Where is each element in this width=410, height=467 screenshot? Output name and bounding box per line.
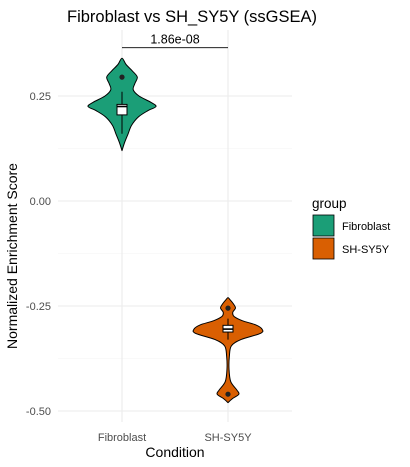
y-axis-title: Normalized Enrichment Score <box>4 163 20 349</box>
y-tick-label: -0.50 <box>26 406 51 418</box>
y-tick-label: -0.25 <box>26 301 51 313</box>
legend-label: Fibroblast <box>342 221 390 233</box>
y-axis-ticks: 0.25 0.00 -0.25 -0.50 <box>26 91 51 418</box>
outlier-point <box>119 74 125 80</box>
legend: group Fibroblast SH-SY5Y <box>312 196 390 260</box>
box-iqr <box>116 103 128 116</box>
legend-label: SH-SY5Y <box>342 244 390 256</box>
legend-swatch <box>312 237 335 260</box>
violins <box>87 57 264 404</box>
chart-title: Fibroblast vs SH_SY5Y (ssGSEA) <box>67 8 317 26</box>
x-axis-title: Condition <box>145 444 204 460</box>
x-tick-label: SH-SY5Y <box>204 432 252 444</box>
y-tick-label: 0.25 <box>30 91 51 103</box>
x-axis-ticks: Fibroblast SH-SY5Y <box>98 432 252 444</box>
violin-fibroblast <box>87 57 157 152</box>
y-tick-label: 0.00 <box>30 196 51 208</box>
violin-shape <box>192 297 264 404</box>
annotations: 1.86e-08 <box>122 33 228 49</box>
outlier-point <box>225 305 231 311</box>
legend-title: group <box>312 196 347 211</box>
outlier-point <box>225 391 231 397</box>
significance-label: 1.86e-08 <box>150 33 199 47</box>
x-tick-label: Fibroblast <box>98 432 146 444</box>
legend-swatch <box>312 214 335 237</box>
violin-sh-sy5y <box>192 297 264 404</box>
